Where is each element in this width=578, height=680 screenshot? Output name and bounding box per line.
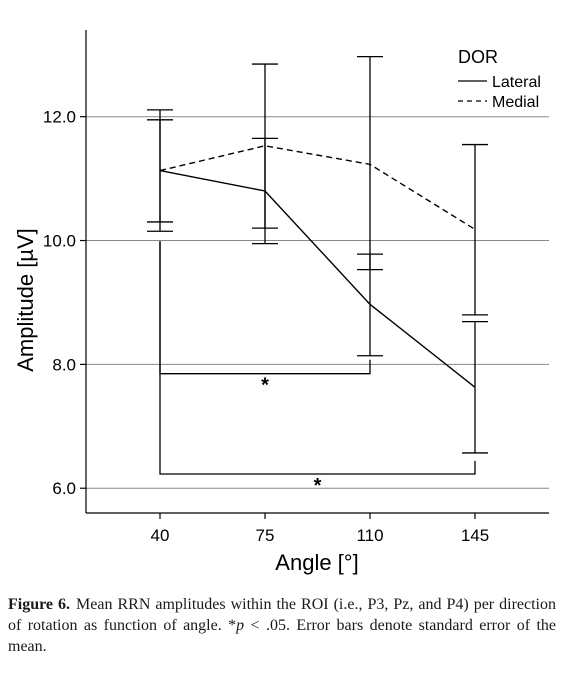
x-tick-label: 40 bbox=[151, 526, 170, 545]
y-tick-label: 10.0 bbox=[43, 232, 76, 251]
significance-marker: * bbox=[314, 475, 322, 497]
caption-text: Mean RRN amplitudes within the ROI (i.e.… bbox=[8, 596, 557, 634]
line-chart: ** 6.08.010.012.040 75 110 145 Angle [°] Am… bbox=[13, 30, 549, 575]
x-tick-label: 145 bbox=[461, 526, 489, 545]
axes bbox=[85, 30, 549, 514]
x-axis-label: Angle [°] bbox=[275, 550, 358, 575]
significance-bracket bbox=[159, 241, 476, 475]
figure-caption: Figure 6. Mean RRN amplitudes within the … bbox=[8, 594, 556, 657]
significance-marker: * bbox=[261, 375, 269, 397]
x-tick-label: 75 bbox=[256, 526, 275, 545]
series-line-lateral bbox=[159, 169, 476, 388]
chart-figure: * * 6.0 8.0 10.0 12.0 40 75 110 145 Angle [°] Am… bbox=[13, 30, 549, 575]
gridlines bbox=[86, 116, 549, 489]
x-tick-label: 110 bbox=[356, 526, 383, 545]
legend-label-lateral: Lateral bbox=[492, 74, 541, 91]
series-lines bbox=[147, 55, 488, 454]
caption-label: Figure 6. bbox=[8, 596, 71, 613]
legend-label-medial: Medial bbox=[492, 94, 539, 111]
series-line-medial bbox=[159, 145, 476, 230]
tick-labels: 6.0 8.0 10.0 12.0 40 75 110 145 bbox=[43, 108, 489, 545]
y-tick-label: 6.0 bbox=[52, 479, 76, 498]
legend-title: DOR bbox=[458, 47, 498, 67]
significance-bracket bbox=[159, 241, 371, 375]
legend: DOR Lateral Medial bbox=[458, 47, 541, 111]
significance-annotations: ** bbox=[159, 241, 476, 497]
caption-text-end: < .05. Error bars denote standard error … bbox=[8, 617, 557, 655]
y-tick-label: 12.0 bbox=[43, 108, 76, 127]
caption-italic-p: p bbox=[236, 617, 245, 634]
y-axis-label: Amplitude [µV] bbox=[13, 228, 38, 372]
y-tick-label: 8.0 bbox=[52, 355, 76, 374]
